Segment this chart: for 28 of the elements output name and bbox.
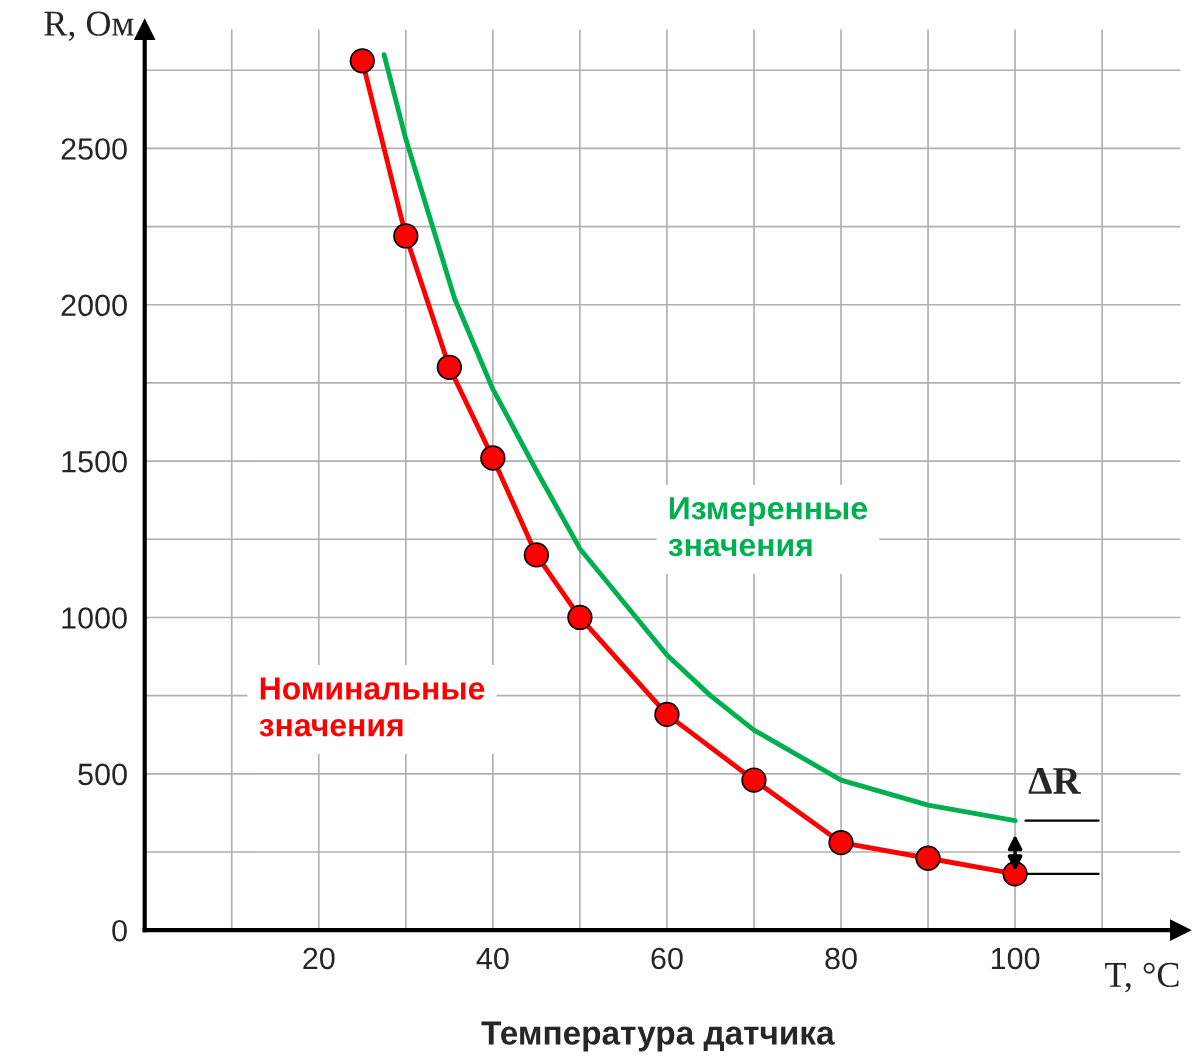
y-tick-label: 1000 xyxy=(62,607,127,629)
x-tick-label: 100 xyxy=(991,947,1040,970)
y-tick-label: 500 xyxy=(78,763,127,786)
point xyxy=(654,701,680,728)
x-tick-label: 40 xyxy=(476,947,509,970)
y-tick-label: 0 xyxy=(112,919,127,942)
point xyxy=(523,542,550,568)
y-tick-label: 2000 xyxy=(61,294,127,317)
text: Температура датчика xyxy=(481,1021,835,1052)
y-axis-title: R, Ом xyxy=(44,11,134,41)
y-tick-label: 2500 xyxy=(61,138,127,160)
point xyxy=(349,48,375,74)
annotation: ΔR xyxy=(1028,768,1081,794)
point xyxy=(393,223,419,249)
point xyxy=(741,767,767,793)
x-axis-title: T, °C xyxy=(1105,962,1179,993)
x-tick-label: 20 xyxy=(303,947,335,970)
y-tick-label: 1500 xyxy=(62,450,127,473)
point xyxy=(567,604,593,631)
point xyxy=(828,829,854,856)
series-label: Измеренные значения xyxy=(668,497,868,557)
x-tick-label: 60 xyxy=(651,947,683,970)
point xyxy=(1002,861,1028,887)
text: Номинальные значения xyxy=(259,677,485,737)
point xyxy=(436,354,462,380)
x-tick-label: 80 xyxy=(825,947,857,970)
point xyxy=(915,845,941,871)
point xyxy=(480,445,506,471)
